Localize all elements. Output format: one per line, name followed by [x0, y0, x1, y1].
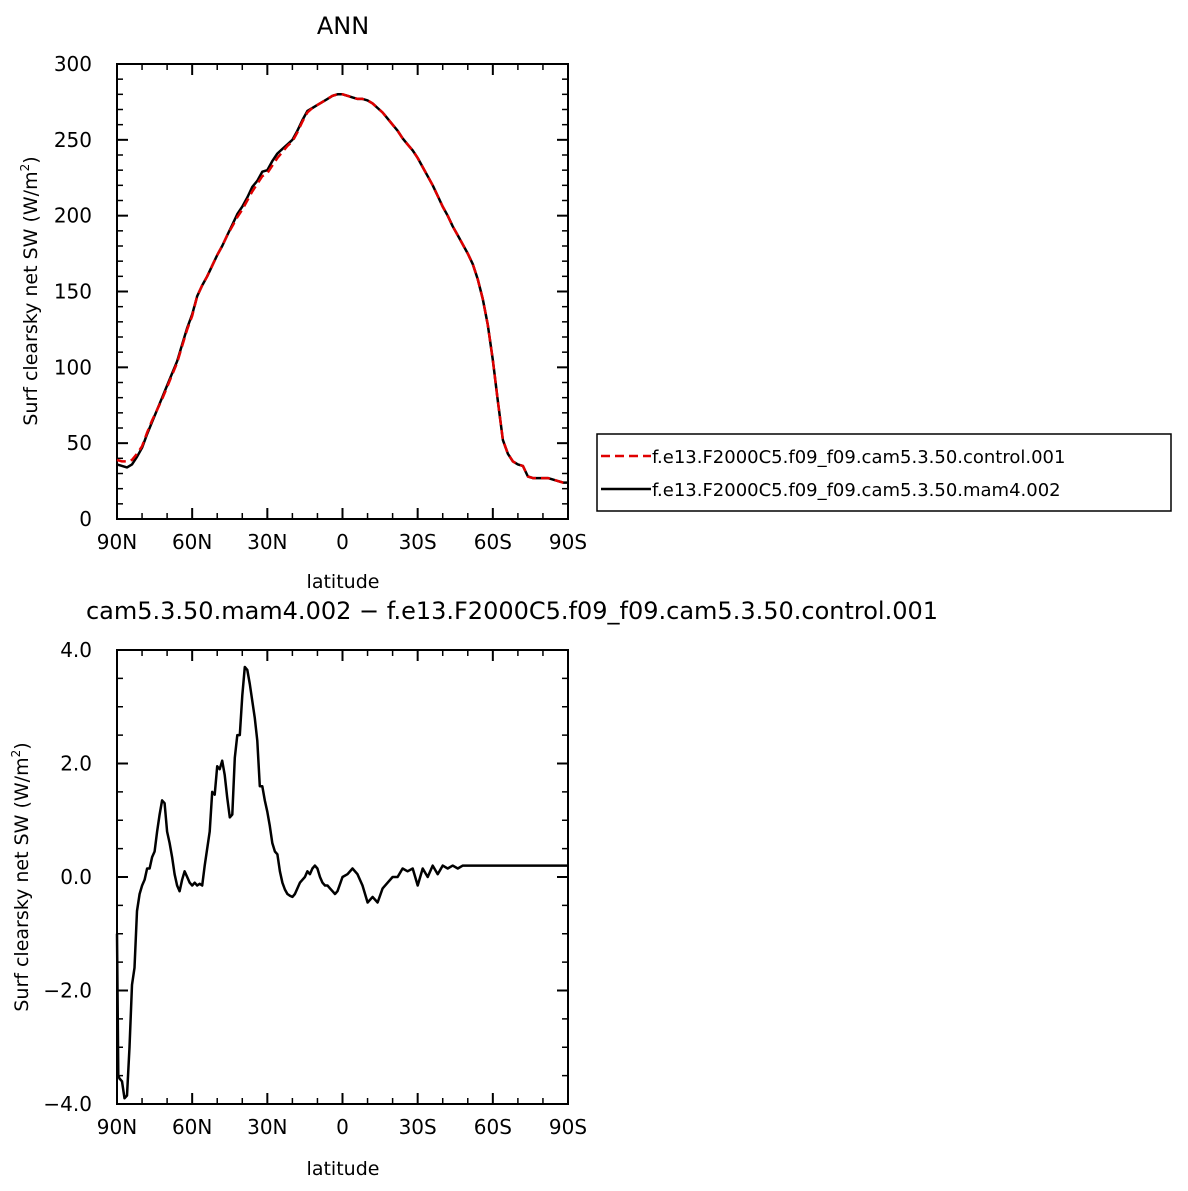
top-x-tick-label: 30S: [399, 530, 437, 554]
bottom-y-axis-label-close: ): [11, 742, 33, 749]
top-x-tick-label: 90N: [97, 530, 137, 554]
bottom-x-tick-label: 60S: [474, 1115, 512, 1139]
top-y-tick-label: 250: [54, 128, 92, 152]
top-x-tick-label: 60N: [172, 530, 212, 554]
top-y-tick-label: 200: [54, 204, 92, 228]
top-y-tick-label: 50: [67, 431, 92, 455]
bottom-y-tick-label: −4.0: [43, 1092, 92, 1116]
legend-label-mam4: f.e13.F2000C5.f09_f09.cam5.3.50.mam4.002: [652, 480, 1061, 501]
top-y-axis-label-text: Surf clearsky net SW (W/m: [20, 171, 42, 425]
bottom-series-lines: [115, 665, 568, 1100]
bottom-tick-labels: 90N 60N 30N 0 30S 60S 90S −4.0 −2.0 0.0 2.0 4.0: [43, 638, 587, 1139]
svg-text:Surf clearsky net SW (W/m2): Surf clearsky net SW (W/m2): [18, 156, 42, 425]
top-series-lines: [116, 93, 568, 484]
top-tick-labels: 90N 60N 30N 0 30S 60S 90S 0 50 100 150 200 250 300: [54, 52, 587, 554]
bottom-x-tick-label: 0: [336, 1115, 349, 1139]
bottom-chart-title: cam5.3.50.mam4.002 − f.e13.F2000C5.f09_f…: [86, 597, 938, 625]
bottom-x-tick-label: 60N: [172, 1115, 212, 1139]
legend-label-control: f.e13.F2000C5.f09_f09.cam5.3.50.control.…: [652, 447, 1065, 468]
top-y-tick-label: 0: [79, 507, 92, 531]
top-x-tick-label: 90S: [549, 530, 587, 554]
legend: f.e13.F2000C5.f09_f09.cam5.3.50.control.…: [596, 433, 1172, 512]
bottom-y-axis-label-sup: 2: [9, 750, 23, 758]
bottom-series-line-0: [115, 665, 568, 1100]
top-y-tick-label: 100: [54, 355, 92, 379]
top-y-axis-label: Surf clearsky net SW (W/m2): [18, 156, 42, 425]
top-chart-title: ANN: [317, 12, 369, 40]
top-x-tick-label: 30N: [247, 530, 287, 554]
bottom-x-tick-label: 90N: [97, 1115, 137, 1139]
svg-text:Surf clearsky net SW (W/m2): Surf clearsky net SW (W/m2): [9, 742, 33, 1011]
bottom-axis-ticks: [116, 649, 569, 1105]
bottom-y-tick-label: 4.0: [60, 638, 92, 662]
legend-box: [596, 433, 1172, 512]
bottom-y-axis-label-text: Surf clearsky net SW (W/m: [11, 757, 33, 1011]
top-y-tick-label: 300: [54, 52, 92, 76]
top-y-tick-label: 150: [54, 280, 92, 304]
top-axis-ticks: [116, 63, 569, 520]
bottom-y-axis-label: Surf clearsky net SW (W/m2): [9, 742, 33, 1011]
top-plot-frame: [116, 63, 569, 520]
top-x-tick-label: 60S: [474, 530, 512, 554]
bottom-x-axis-label: latitude: [307, 1158, 380, 1180]
top-panel: ANN Surf clearsky net SW (W/m2) latitude…: [18, 12, 1172, 593]
top-series-line-0: [116, 93, 568, 484]
bottom-panel: cam5.3.50.mam4.002 − f.e13.F2000C5.f09_f…: [9, 597, 938, 1180]
top-y-axis-label-sup: 2: [18, 164, 32, 172]
top-y-axis-label-close: ): [20, 156, 42, 163]
bottom-x-tick-label: 90S: [549, 1115, 587, 1139]
bottom-x-tick-label: 30N: [247, 1115, 287, 1139]
top-x-axis-label: latitude: [307, 571, 380, 593]
top-x-tick-label: 0: [336, 530, 349, 554]
bottom-y-tick-label: 2.0: [60, 752, 92, 776]
bottom-y-tick-label: 0.0: [60, 865, 92, 889]
bottom-x-tick-label: 30S: [399, 1115, 437, 1139]
bottom-y-tick-label: −2.0: [43, 979, 92, 1003]
